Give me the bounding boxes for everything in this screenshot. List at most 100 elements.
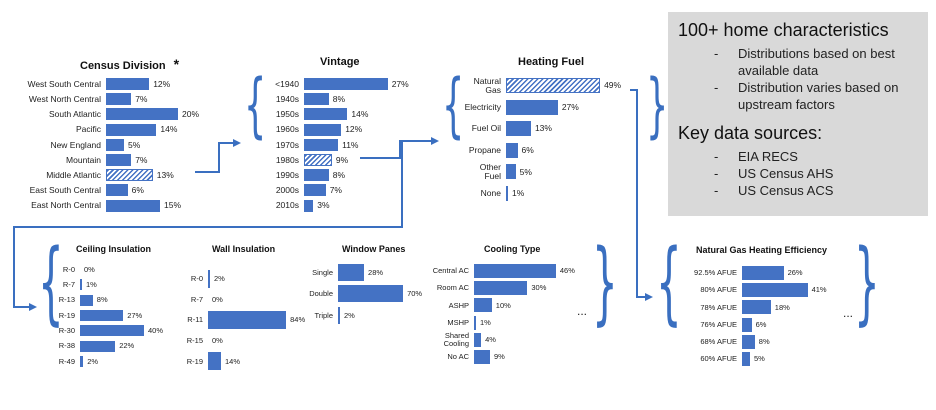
arrow-gas-to-efficiency (630, 89, 653, 301)
cooling-category-label: MSHP (447, 317, 469, 327)
notes-item: Distributions based on best available da… (678, 45, 918, 79)
ceiling-value-label: 22% (119, 341, 135, 351)
vintage-bar (304, 199, 314, 212)
efficiency-row: 76% AFUE 6% (670, 317, 870, 332)
vintage-value-label: 3% (317, 200, 330, 211)
vintage-category-label: 1990s (275, 169, 299, 180)
ceiling-row: R-30 40% (48, 325, 248, 337)
notes-list-characteristics: Distributions based on best available da… (678, 45, 918, 113)
vintage-value-label: 12% (345, 124, 363, 135)
efficiency-bar (742, 317, 752, 332)
census-bar (106, 184, 128, 197)
vintage-category-label: 1960s (275, 124, 299, 135)
cooling-row: Shared Cooling 4% (422, 331, 622, 348)
cooling-row: Central AC 46% (422, 264, 622, 278)
ceiling-bar (80, 355, 84, 367)
notes-item: US Census AHS (678, 165, 918, 182)
census-bar (106, 93, 132, 106)
vintage-bar (304, 123, 342, 136)
panes-row: Single 28% (308, 264, 508, 281)
notes-heading-characteristics: 100+ home characteristics (678, 20, 889, 40)
efficiency-category-label: 80% AFUE (700, 285, 737, 295)
fuel-category-label: Other Fuel (479, 162, 501, 181)
efficiency-row: 60% AFUE 5% (670, 352, 870, 366)
vintage-row: 1950s 14% (258, 108, 458, 121)
census-bar (106, 138, 124, 151)
efficiency-bar (742, 283, 808, 298)
census-bar (106, 108, 178, 121)
census-row: Mountain 7% (20, 154, 220, 166)
fuel-title-text: Heating Fuel (518, 56, 585, 68)
vintage-row: 1990s 8% (258, 169, 458, 182)
fuel-value-label: 49% (604, 80, 622, 91)
census-bar (106, 199, 160, 212)
ceiling-row: R-49 2% (48, 355, 248, 367)
notes-box: 100+ home characteristics Distributions … (668, 12, 928, 216)
fuel-value-label: 1% (512, 188, 525, 199)
vintage-row: 2000s 7% (258, 184, 458, 197)
efficiency-category-label: 76% AFUE (700, 319, 737, 329)
panes-bar (338, 306, 340, 324)
ceiling-value-label: 2% (87, 356, 99, 366)
efficiency-row: 68% AFUE 8% (670, 334, 870, 349)
cooling-category-label: Shared Cooling (443, 331, 469, 348)
fuel-row: Electricity 27% (450, 99, 650, 115)
efficiency-row: 80% AFUE 41% (670, 283, 870, 298)
wall-value-label: 14% (225, 356, 241, 366)
fuel-bar (506, 142, 518, 158)
notes-item: US Census ACS (678, 182, 918, 199)
vintage-row: 1980s 9% (258, 154, 458, 166)
wall-category-label: R-11 (187, 315, 203, 325)
vintage-value-label: 14% (351, 109, 369, 120)
cooling-bar (474, 315, 476, 330)
efficiency-value-label: 26% (787, 268, 803, 278)
ceiling-category-label: R-30 (58, 325, 75, 335)
wall-category-label: R-15 (186, 336, 203, 346)
efficiency-bar (742, 352, 750, 366)
cooling-row: No AC 9% (422, 350, 622, 364)
efficiency-category-label: 60% AFUE (700, 354, 737, 364)
fuel-category-label: Propane (468, 145, 501, 156)
cooling-value-label: 30% (531, 283, 547, 293)
wall-value-label: 0% (212, 336, 223, 346)
census-category-label: South Atlantic (49, 109, 101, 120)
panes-category-label: Single (312, 267, 333, 277)
efficiency-category-label: 78% AFUE (700, 302, 737, 312)
ceiling-category-label: R-49 (58, 356, 75, 366)
fuel-bar (506, 186, 508, 201)
vintage-chart-title: Vintage (320, 56, 360, 68)
panes-bar (338, 264, 365, 281)
fuel-bar (506, 121, 531, 137)
cooling-value-label: 9% (494, 352, 505, 362)
fuel-row: Natural Gas 49% (450, 77, 650, 94)
census-row: East North Central 15% (20, 199, 220, 212)
wall-category-label: R-19 (186, 356, 203, 366)
panes-chart-title: Window Panes (342, 244, 405, 254)
panes-row: Double 70% (308, 285, 508, 303)
efficiency-value-label: 5% (754, 354, 765, 364)
wall-category-label: R-7 (190, 294, 203, 304)
fuel-category-label: Fuel Oil (471, 123, 501, 134)
census-row: West North Central 7% (20, 93, 220, 106)
vintage-bar (304, 154, 332, 166)
efficiency-bar (742, 334, 755, 349)
census-category-label: New England (50, 139, 101, 150)
fuel-bar (506, 99, 558, 115)
census-bar (106, 154, 132, 166)
cooling-value-label: 1% (480, 317, 491, 327)
cooling-value-label: 10% (495, 300, 511, 310)
census-category-label: West South Central (27, 78, 101, 89)
wall-value-label: 0% (212, 294, 223, 304)
ceiling-bar (80, 340, 116, 352)
notes-heading-sources: Key data sources: (678, 123, 823, 143)
cooling-value-label: 46% (559, 266, 575, 276)
ellipsis-efficiency: ... (843, 306, 854, 320)
ceiling-row: R-0 0% (48, 264, 248, 275)
vintage-category-label: <1940 (275, 78, 299, 89)
vintage-row: 1940s 8% (258, 93, 458, 106)
vintage-value-label: 11% (342, 139, 359, 150)
vintage-row: 1960s 12% (258, 123, 458, 136)
census-bar (106, 123, 157, 136)
census-category-label: West North Central (28, 93, 101, 104)
efficiency-chart-title: Natural Gas Heating Efficiency (696, 245, 827, 255)
